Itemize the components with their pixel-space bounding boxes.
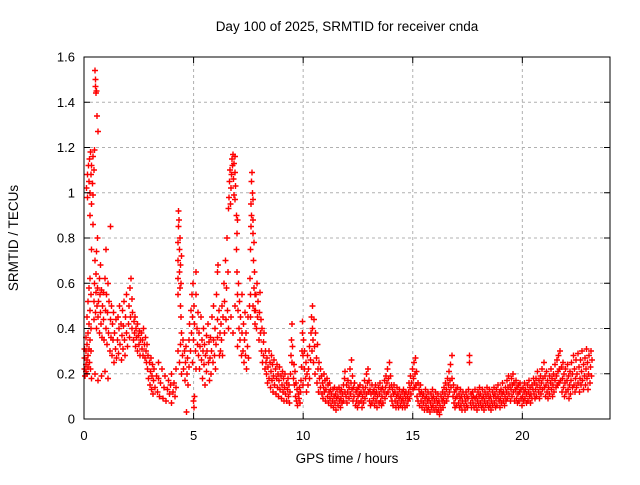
x-tick-label: 20 xyxy=(515,428,529,443)
x-tick-label: 10 xyxy=(296,428,310,443)
y-axis-label: SRMTID / TECUs xyxy=(6,185,21,292)
chart-title: Day 100 of 2025, SRMTID for receiver cnd… xyxy=(216,19,479,34)
y-tick-label: 0.8 xyxy=(57,231,75,246)
y-tick-label: 0 xyxy=(68,412,75,427)
y-tick-labels: 0 0.2 0.4 0.6 0.8 1 1.2 1.4 1.6 xyxy=(57,50,75,427)
x-tick-label: 0 xyxy=(80,428,87,443)
axis-ticks xyxy=(83,56,610,420)
y-tick-label: 0.2 xyxy=(57,366,75,381)
y-tick-label: 1 xyxy=(68,185,75,200)
x-tick-labels: 0 5 10 15 20 xyxy=(80,428,529,443)
x-tick-label: 5 xyxy=(190,428,197,443)
y-tick-label: 1.4 xyxy=(57,95,75,110)
x-axis-label: GPS time / hours xyxy=(296,451,399,466)
y-tick-label: 0.4 xyxy=(57,321,75,336)
y-tick-label: 1.6 xyxy=(57,50,75,65)
y-tick-label: 0.6 xyxy=(57,276,75,291)
x-tick-label: 15 xyxy=(406,428,420,443)
y-tick-label: 1.2 xyxy=(57,140,75,155)
grid-lines xyxy=(84,57,610,419)
